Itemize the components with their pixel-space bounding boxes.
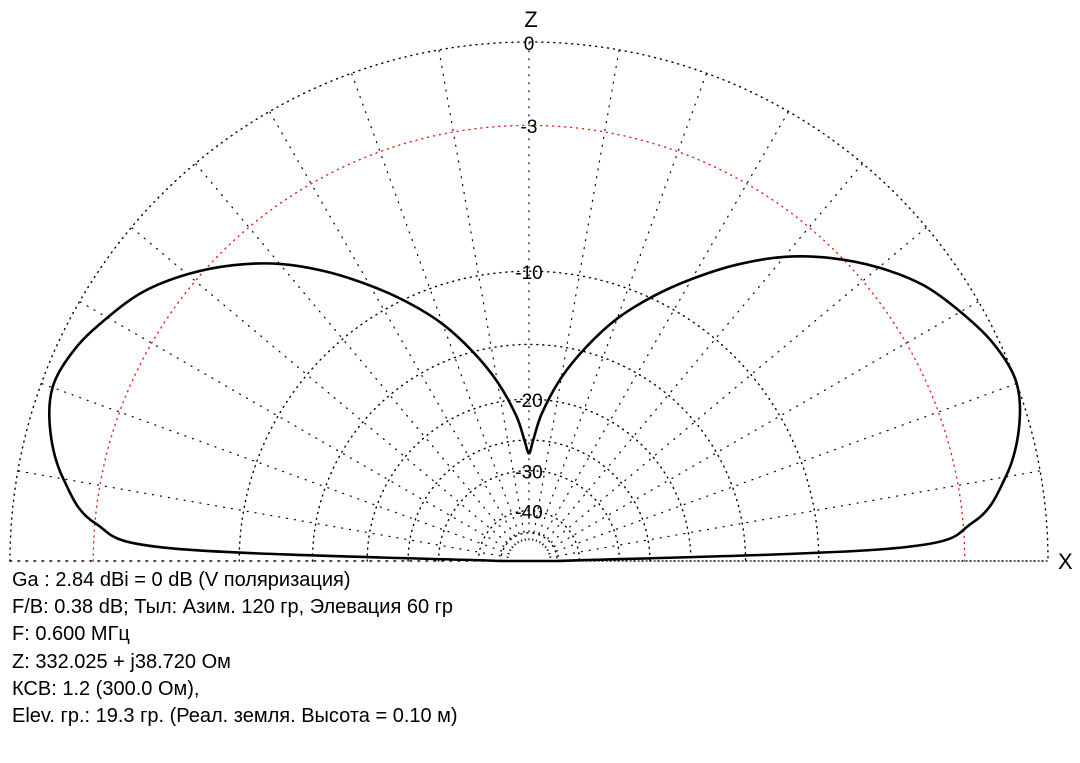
grid-spoke (542, 162, 864, 546)
ring-label: 0 (524, 34, 535, 55)
z-axis-label: Z (524, 7, 537, 32)
swr-line: КСВ: 1.2 (300.0 Ом), (12, 677, 200, 700)
antenna-summary: Ga : 2.84 dBi = 0 dB (V поляризация) F/B… (12, 567, 458, 730)
front-back-line: F/B: 0.38 dB; Тыл: Азим. 120 гр, Элеваци… (12, 596, 454, 619)
grid-ring-highlight (92, 124, 966, 562)
grid-ring (500, 532, 558, 562)
grid-ring (366, 398, 692, 562)
grid-ring (9, 41, 1049, 562)
grid-spoke (350, 72, 523, 542)
grid-spoke (548, 382, 1018, 555)
grid-spoke (546, 300, 980, 552)
ring-label: -40 (515, 503, 542, 524)
grid-spoke (40, 382, 510, 555)
grid-ring (437, 469, 621, 562)
grid-spoke (130, 226, 514, 548)
grid-spoke (78, 300, 512, 552)
elevation-line: Elev. гр.: 19.3 гр. (Реал. земля. Высота… (12, 704, 458, 727)
grid-ring (238, 270, 820, 562)
grid-spoke (268, 110, 520, 544)
grid-spoke (194, 162, 516, 546)
gain-line: Ga : 2.84 dBi = 0 dB (V поляризация) (12, 569, 351, 591)
x-axis-label: X (1058, 549, 1073, 574)
grid-spoke (538, 110, 790, 544)
frequency-line: F: 0.600 МГц (12, 623, 130, 646)
ring-label: -20 (515, 391, 542, 412)
ring-label: -30 (515, 463, 542, 484)
grid-spoke (549, 470, 1041, 558)
ring-label: -10 (515, 263, 542, 284)
pattern-curve (47, 255, 1022, 563)
grid-spoke (17, 470, 509, 558)
ring-label: -3 (521, 117, 538, 138)
grid-ring (477, 510, 581, 562)
grid-spoke (532, 49, 620, 541)
grid-spoke (535, 72, 708, 542)
grid-spoke (544, 226, 928, 548)
impedance-line: Z: 332.025 + j38.720 Ом (12, 650, 231, 673)
grid-spoke (438, 49, 526, 541)
